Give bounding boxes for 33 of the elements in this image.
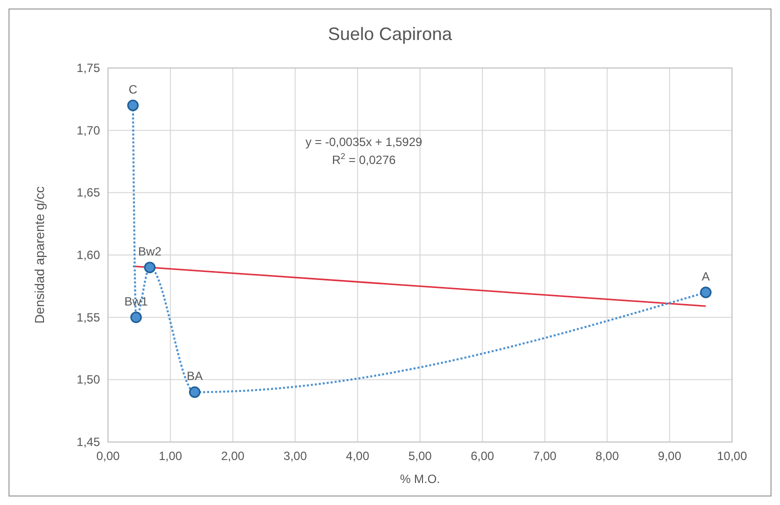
point [144,262,156,274]
x-tick-label: 3,00 [284,449,308,463]
x-tick-label: 1,00 [158,449,182,463]
y-tick-label: 1,50 [76,372,100,387]
annotation: C [128,82,138,96]
annotation: R$^{2}$ = 0,0276 [332,151,396,167]
point [188,386,200,398]
chart-title: Suelo Capirona [328,24,454,44]
x-tick-label: 5,00 [408,449,432,463]
y-tick-label: 1,75 [76,61,100,75]
point [127,100,139,112]
y-tick-label: 1,60 [76,248,100,262]
annotation: Bw1 [124,294,148,308]
x-axis-title: % M.O. [400,472,440,486]
y-tick-label: 1,45 [76,435,100,449]
point [130,312,142,324]
x-tick-label: 0,00 [96,449,120,463]
annotation: Bw2 [138,244,162,258]
x-tick-label: 10,00 [716,449,748,463]
annotation: A [702,269,710,284]
y-tick-label: 1,65 [76,186,100,200]
x-tick-label: 4,00 [346,449,370,463]
x-tick-label: 8,00 [596,449,620,463]
x-tick-label: 2,00 [221,449,245,463]
annotation: BA [186,369,203,384]
y-tick-label: 1,55 [76,310,100,324]
x-tick-label: 6,00 [470,449,494,463]
x-tick-label: 7,00 [533,449,557,463]
y-axis-title: Densidad aparente g/cc [32,186,47,324]
annotation: y = -0,0035x + 1,5929 [305,135,423,149]
x-tick-label: 9,00 [658,449,682,463]
point [700,286,712,298]
y-tick-label: 1,70 [76,123,100,138]
